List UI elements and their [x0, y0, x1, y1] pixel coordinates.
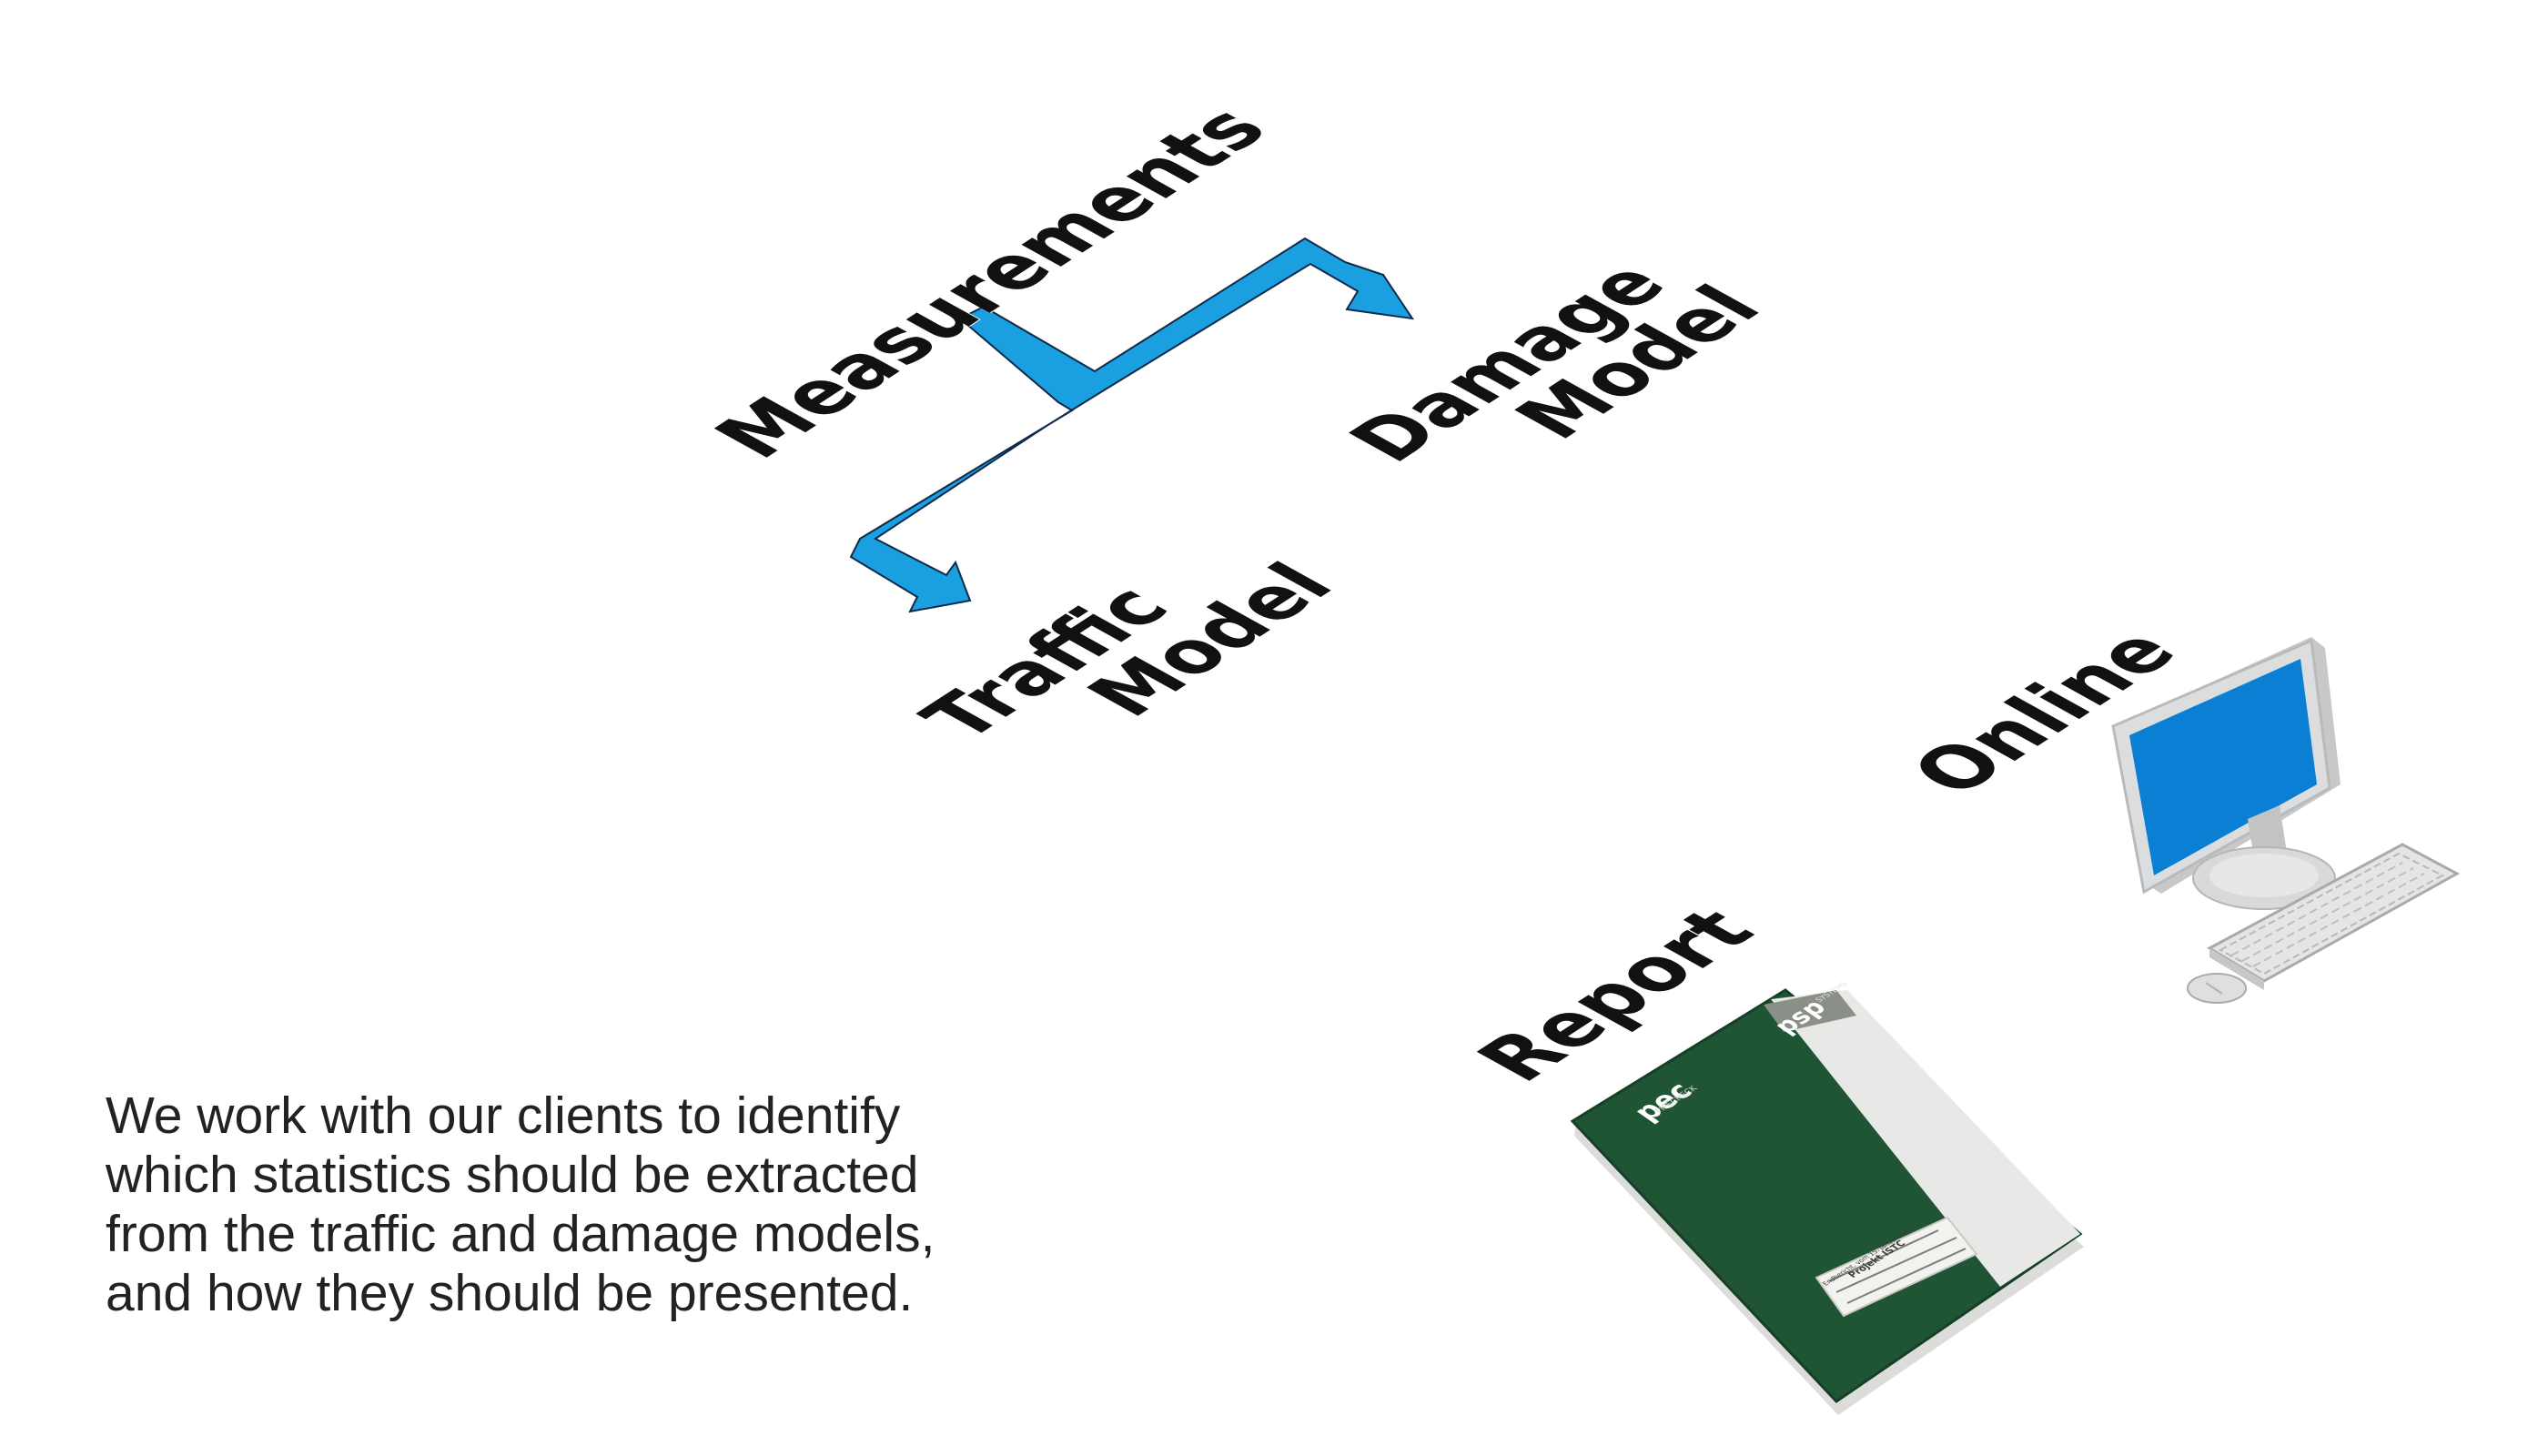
report-psp-box: [1764, 990, 1856, 1032]
keyboard-edge: [2209, 948, 2264, 990]
report-label-window: [1815, 1216, 1978, 1318]
mouse-icon: [2187, 973, 2247, 1004]
mouse-button-split: [2205, 982, 2223, 995]
flow-arrow-shape: [849, 237, 1415, 613]
keyboard-key-rows: [2230, 862, 2425, 967]
caption-text: We work with our clients to identify whi…: [106, 1087, 935, 1322]
report-label-lines: [1828, 1229, 1967, 1304]
monitor-screen: [2129, 659, 2317, 875]
keyboard-keys: [2218, 852, 2445, 976]
report-spine-panel: [1771, 990, 2080, 1287]
monitor-stand-top: [2209, 854, 2319, 897]
